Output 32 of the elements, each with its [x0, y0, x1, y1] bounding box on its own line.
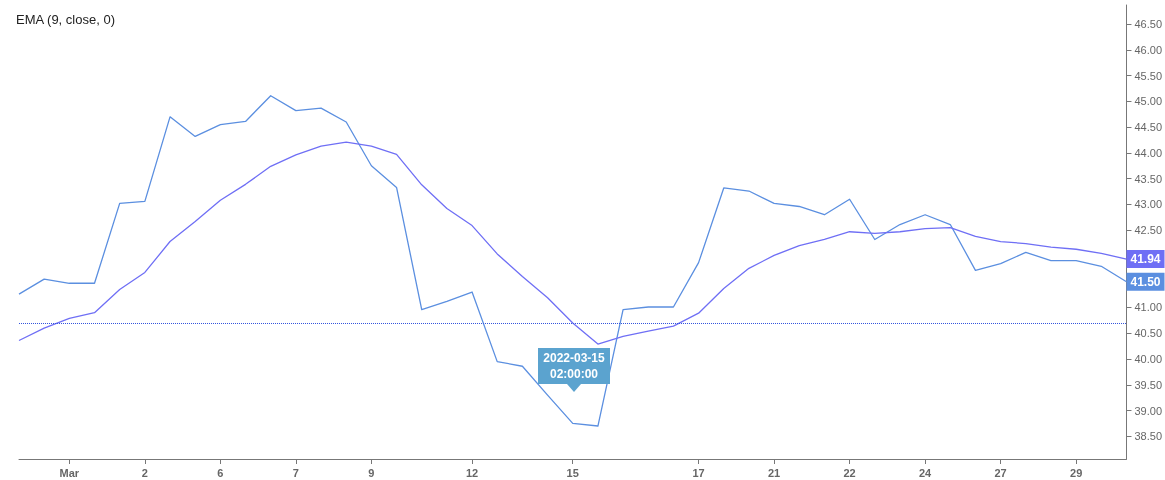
- x-tick-label: Mar: [59, 466, 80, 479]
- annotation: 2022-03-15 02:00:00: [538, 348, 610, 384]
- y-tick-label: 44.50: [1134, 121, 1162, 134]
- y-tick-label: 45.00: [1134, 95, 1162, 108]
- x-tick-label: 27: [994, 466, 1007, 479]
- y-tick-label: 39.00: [1134, 404, 1162, 417]
- y-tick-label: 40.50: [1134, 327, 1162, 340]
- y-tick-label: 43.50: [1134, 172, 1162, 185]
- y-tick-label: 45.50: [1134, 69, 1162, 82]
- y-tick-label: 40.00: [1134, 353, 1162, 366]
- data-label: 41.94: [1130, 252, 1161, 267]
- x-tick-label: 2: [141, 466, 148, 479]
- x-tick-label: 21: [767, 466, 781, 479]
- y-tick-label: 39.50: [1134, 378, 1162, 391]
- y-tick-label: 46.00: [1134, 43, 1162, 56]
- y-tick-label: 38.50: [1134, 430, 1162, 443]
- x-tick-label: 29: [1070, 466, 1083, 479]
- x-tick-label: 6: [217, 466, 224, 479]
- x-tick-label: 15: [566, 466, 579, 479]
- x-tick-label: 17: [692, 466, 705, 479]
- y-tick-label: 43.00: [1134, 198, 1162, 211]
- x-tick-label: 22: [843, 466, 856, 479]
- y-tick-label: 44.00: [1134, 146, 1162, 159]
- x-tick-label: 9: [368, 466, 375, 479]
- y-tick-label: 46.50: [1134, 18, 1162, 31]
- data-label: 41.50: [1130, 274, 1161, 289]
- x-tick-label: 12: [465, 466, 479, 479]
- y-tick-label: 41.00: [1134, 301, 1162, 314]
- x-tick-label: 7: [292, 466, 299, 479]
- text: EMA (9, close, 0): [16, 12, 115, 27]
- x-tick-label: 24: [918, 466, 933, 479]
- y-tick-label: 42.50: [1134, 224, 1162, 237]
